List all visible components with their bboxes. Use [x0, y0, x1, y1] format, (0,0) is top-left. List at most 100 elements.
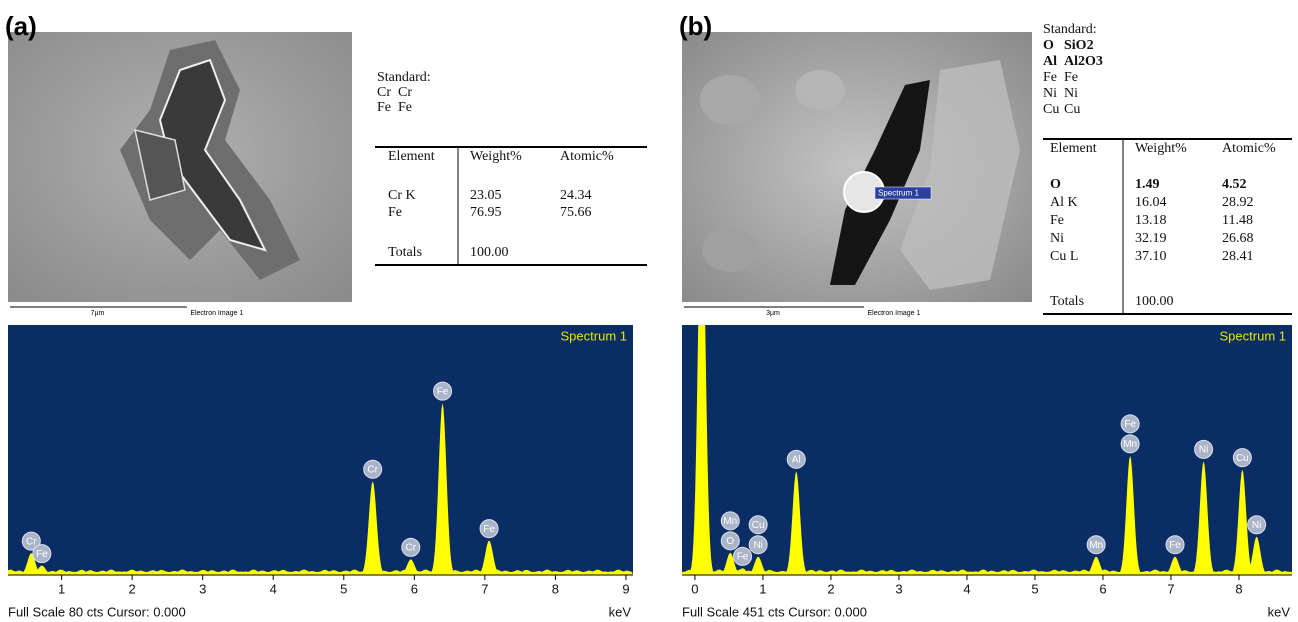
peak-label: Fe — [36, 549, 48, 560]
x-axis-unit: keV — [1268, 604, 1291, 619]
peak-label-badge — [1247, 515, 1267, 535]
x-tick-label: 5 — [1031, 581, 1038, 596]
table-cell: 11.48 — [1222, 213, 1253, 228]
spectrum-peak — [686, 325, 717, 575]
spectrum-peak — [15, 553, 47, 575]
table-header: Element — [1050, 141, 1097, 156]
spectrum-peak — [427, 403, 459, 575]
table-cell: Cr K — [388, 188, 416, 203]
peak-label-badge — [1120, 434, 1140, 454]
x-tick-label: 3 — [895, 581, 902, 596]
peak-label: Fe — [437, 386, 449, 397]
table-header: Weight% — [470, 149, 522, 164]
spectrum-background — [682, 325, 1292, 575]
table-cell: Cu L — [1050, 249, 1078, 264]
x-tick-label: 1 — [58, 581, 65, 596]
table-cell: 28.41 — [1222, 249, 1254, 264]
table-header: Atomic% — [1222, 141, 1276, 156]
peak-label: Ni — [753, 540, 762, 551]
spectrum-marker: Spectrum 1 — [878, 189, 919, 198]
spectrum-peak — [1115, 455, 1146, 575]
spectrum-background — [8, 325, 633, 575]
standard-element: Al — [1043, 54, 1057, 69]
table-header: Element — [388, 149, 435, 164]
peak-label: Cr — [406, 543, 417, 554]
x-tick-label: 7 — [481, 581, 488, 596]
peak-label: Cu — [752, 520, 765, 531]
table-total: Totals — [388, 245, 422, 260]
peak-label: Fe — [1124, 419, 1136, 430]
peak-label-badge — [733, 546, 753, 566]
peak-label-badge — [1232, 448, 1252, 468]
spectrum-title: Spectrum 1 — [1220, 328, 1286, 343]
peak-label: Cr — [367, 464, 378, 475]
peak-label-badge — [363, 459, 383, 479]
peak-label-badge — [748, 515, 768, 535]
x-tick-label: 5 — [340, 581, 347, 596]
standard-title: Standard: — [377, 70, 431, 85]
table-total: 100.00 — [470, 245, 509, 260]
x-tick-label: 4 — [270, 581, 277, 596]
x-tick-label: 4 — [963, 581, 970, 596]
scale-bar-label: 7µm — [91, 310, 105, 317]
peak-label: Cu — [1236, 453, 1249, 464]
spectrum-peak — [781, 471, 812, 575]
peak-label: O — [726, 536, 734, 547]
table-cell: 4.52 — [1222, 177, 1247, 192]
table-cell: 1.49 — [1135, 177, 1160, 192]
peak-label-badge — [1120, 414, 1140, 434]
peak-label-badge — [479, 519, 499, 539]
peak-label-badge — [720, 511, 740, 531]
spectrum-peak — [1227, 469, 1258, 575]
standard-element: O — [1043, 38, 1054, 53]
sem-image — [682, 32, 1032, 302]
peak-label: Fe — [1169, 540, 1181, 551]
table-cell: Fe — [388, 205, 402, 220]
standard-element: Fe — [377, 100, 391, 115]
table-header: Atomic% — [560, 149, 614, 164]
standard-element: Ni — [1043, 86, 1057, 101]
spectrum-peak — [1160, 556, 1190, 575]
table-cell: Fe — [1050, 213, 1064, 228]
x-tick-label: 6 — [411, 581, 418, 596]
x-tick-label: 0 — [691, 581, 698, 596]
x-tick-label: 8 — [1235, 581, 1242, 596]
table-cell: O — [1050, 177, 1061, 192]
standard-title: Standard: — [1043, 22, 1097, 37]
table-cell: 24.34 — [560, 188, 592, 203]
table-cell: 23.05 — [470, 188, 502, 203]
spectrum-footer: Full Scale 80 cts Cursor: 0.000 — [8, 604, 186, 619]
table-cell: Ni — [1050, 231, 1064, 246]
x-tick-label: 8 — [552, 581, 559, 596]
spectrum-peak — [357, 481, 389, 575]
x-tick-label: 2 — [827, 581, 834, 596]
table-cell: 76.95 — [470, 205, 502, 220]
standard-reference: Cr — [398, 85, 412, 100]
image-caption: Electron Image 1 — [868, 310, 921, 317]
image-caption: Electron Image 1 — [190, 310, 243, 317]
standard-reference: SiO2 — [1064, 38, 1094, 53]
peak-label-badge — [1194, 439, 1214, 459]
standard-element: Cu — [1043, 102, 1059, 117]
x-tick-label: 6 — [1099, 581, 1106, 596]
spectrum-peak — [727, 568, 758, 575]
spectrum-peak — [715, 552, 746, 575]
x-axis-unit: keV — [609, 604, 632, 619]
peak-label: Ni — [1199, 445, 1208, 456]
peak-label: Fe — [737, 551, 749, 562]
spectrum-peak — [743, 556, 774, 575]
spectrum-peak — [1241, 536, 1272, 575]
peak-label-badge — [748, 535, 768, 555]
peak-label: Al — [792, 454, 801, 465]
spectrum-plot — [8, 403, 633, 575]
spectrum-peak — [26, 565, 58, 575]
standard-reference: Fe — [398, 100, 412, 115]
table-cell: 28.92 — [1222, 195, 1254, 210]
standard-reference: Fe — [1064, 70, 1078, 85]
standard-element: Fe — [1043, 70, 1057, 85]
x-tick-label: 2 — [129, 581, 136, 596]
panel-label: (a) — [5, 11, 37, 41]
spectrum-plot — [682, 325, 1292, 575]
peak-label-badge — [433, 381, 453, 401]
x-tick-label: 1 — [759, 581, 766, 596]
